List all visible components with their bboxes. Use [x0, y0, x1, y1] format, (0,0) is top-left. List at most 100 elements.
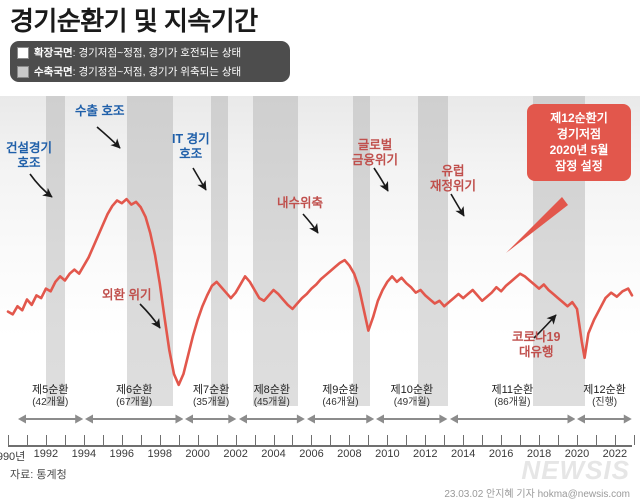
annotation-arrows [29, 126, 557, 339]
cycle-duration: (67개월) [116, 397, 153, 408]
cycle-name: 제10순환 [390, 384, 434, 396]
cycle-name: 제11순환 [491, 384, 534, 396]
axis-tick [463, 435, 465, 445]
axis-year-label: 2012 [413, 448, 438, 460]
cycle-duration: (49개월) [393, 397, 430, 408]
cycle-name: 제8순환 [253, 384, 291, 396]
axis-year-label: 2020 [564, 448, 590, 460]
axis-tick [178, 435, 180, 445]
cycle-span-arrow [376, 414, 448, 424]
contraction-band [353, 96, 371, 406]
legend-term-contraction: 수축국면 [34, 66, 73, 78]
axis-tick [633, 435, 635, 445]
cycle-duration: (46개월) [322, 397, 359, 408]
cycle-label-group: 제12순환 (진행) [577, 384, 632, 409]
axis-tick [558, 435, 560, 445]
axis-tick [121, 435, 123, 445]
axis-year-label: 2008 [337, 448, 362, 460]
newsis-watermark: NEWSIS [521, 455, 630, 485]
callout-line-1: 제12순환기 [550, 111, 608, 125]
contraction-band [252, 96, 299, 406]
legend: 확장국면 : 경기저점~정점, 경기가 호전되는 상태 수축국면 : 경기정점~… [10, 41, 290, 82]
axis-tick [311, 435, 313, 445]
legend-desc-contraction: : 경기정점~저점, 경기가 위축되는 상태 [72, 66, 242, 78]
axis-tick [444, 435, 446, 445]
legend-swatch-white [17, 46, 29, 59]
axis-year-label: 1994 [71, 448, 97, 460]
cycle-duration-bar: 제5순환 (42개월) 제6순환 (67개월) 제7순환 (35개월) 제8순환 (45개월)… [0, 384, 640, 432]
callout-12th-cycle-trough: 제12순환기 경기저점 2020년 5월 잠정 설정 [527, 104, 631, 181]
legend-desc-expansion: : 경기저점~정점, 경기가 호전되는 상태 [72, 47, 242, 59]
axis-tick [292, 435, 294, 445]
callout-line-3: 2020년 5월 [549, 143, 609, 157]
axis-year-label: 2002 [223, 448, 248, 460]
contraction-band [417, 96, 449, 406]
axis-tick [235, 435, 237, 445]
chart-annotation: 글로벌 금융위기 [352, 138, 399, 167]
axis-year-label: 2014 [450, 448, 476, 460]
axis-tick [406, 435, 408, 445]
axis-tick [595, 435, 597, 445]
axis-tick [425, 435, 427, 445]
cycle-span-arrow [84, 414, 184, 424]
cycle-span-arrow [449, 414, 576, 424]
axis-tick [45, 435, 47, 445]
cycle-duration: (35개월) [193, 397, 230, 408]
axis-tick [102, 435, 104, 445]
axis-tick [520, 435, 522, 445]
axis-year-label: 1992 [33, 448, 59, 460]
cycle-name: 제12순환 [583, 384, 626, 396]
axis-tick [26, 435, 28, 445]
axis-tick [83, 435, 85, 445]
cycle-label-group: 제7순환 (35개월) [185, 384, 236, 409]
axis-year-label: 1998 [147, 448, 172, 460]
cycle-duration: (진행) [592, 397, 618, 408]
credit-line: 23.03.02 안지혜 기자 hokma@newsis.com [444, 489, 630, 500]
cycle-span-arrow [185, 414, 237, 424]
axis-tick [64, 435, 66, 445]
cycle-span-arrow [17, 414, 83, 424]
contraction-band [45, 96, 65, 406]
axis-year-label: 1990년 [0, 451, 26, 463]
legend-term-expansion: 확장국면 [34, 47, 73, 59]
cycle-label-group: 제6순환 (67개월) [85, 384, 183, 409]
contraction-band [127, 96, 173, 406]
cycle-duration: (42개월) [32, 397, 69, 408]
chart-annotation: 외환 위기 [102, 288, 152, 302]
cycle-span-arrow [306, 414, 375, 424]
x-axis: 1990년 1992 1994 1996 1998 2000 2002 2004 2006 200… [0, 432, 640, 463]
page-title: 경기순환기 및 지속기간 [10, 6, 258, 36]
axis-year-label: 2004 [261, 448, 286, 460]
cycle-span-arrow [577, 414, 632, 424]
cycle-span-arrow [238, 414, 305, 424]
axis-tick [197, 435, 199, 445]
axis-tick [501, 435, 503, 445]
cycle-label-group: 제11순환 (86개월) [450, 384, 575, 409]
callout-pointer [506, 197, 568, 253]
chart-annotation: 내수위축 [277, 196, 324, 210]
axis-year-label: 2022 [602, 448, 628, 460]
cycle-label-group: 제9순환 (46개월) [307, 384, 374, 409]
cycle-line-path [6, 197, 634, 387]
axis-tick [273, 435, 275, 445]
axis-year-label: 2018 [526, 448, 552, 460]
cycle-label-group: 제5순환 (42개월) [18, 384, 83, 409]
axis-tick [349, 435, 351, 445]
source-label: 자료: 통계청 [10, 469, 67, 481]
chart-annotation: IT 경기 호조 [172, 132, 210, 161]
cycle-name: 제9순환 [322, 384, 359, 396]
cycle-duration: (45개월) [253, 397, 290, 408]
chart-annotation: 수출 호조 [75, 104, 125, 118]
axis-year-label: 1996 [109, 448, 135, 460]
axis-tick [387, 435, 389, 445]
axis-tick [576, 435, 578, 445]
cycle-name: 제7순환 [192, 384, 230, 396]
chart-annotation: 건설경기 호조 [6, 141, 53, 170]
legend-item-contraction: 수축국면 : 경기정점~저점, 경기가 위축되는 상태 [17, 62, 290, 81]
legend-item-expansion: 확장국면 : 경기저점~정점, 경기가 호전되는 상태 [17, 43, 290, 62]
contraction-band [210, 96, 228, 406]
business-cycle-line [6, 197, 634, 387]
axis-tick [254, 435, 256, 445]
callout-line-2: 경기저점 [556, 127, 602, 141]
axis-tick [368, 435, 370, 445]
